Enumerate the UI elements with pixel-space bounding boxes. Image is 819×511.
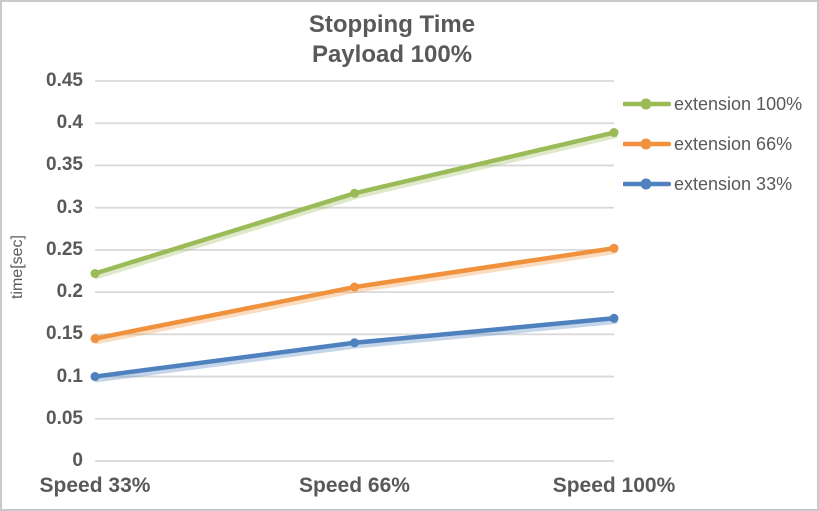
series-shadow-extension-100- — [94, 133, 618, 280]
legend-item-label: extension 100% — [674, 94, 803, 114]
data-point-marker-extension-33-[interactable] — [609, 313, 619, 323]
y-tick-label: 0.15 — [46, 323, 83, 345]
legend-line-marker-icon — [623, 138, 671, 150]
y-tick-label: 0.4 — [56, 112, 83, 134]
y-tick-label: 0.3 — [56, 196, 83, 218]
y-tick-label: 0.05 — [46, 407, 83, 429]
data-point-marker-extension-100-[interactable] — [350, 188, 359, 198]
data-point-marker-extension-66-[interactable] — [609, 243, 619, 253]
legend-item-label: extension 66% — [674, 134, 793, 154]
legend-item-extension-100-[interactable]: extension 100% — [623, 84, 802, 124]
data-point-marker-extension-66-[interactable] — [350, 282, 359, 292]
legend-item-extension-66-[interactable]: extension 66% — [623, 124, 802, 164]
y-tick-label: 0.25 — [46, 238, 83, 260]
y-tick-label: 0.1 — [56, 365, 83, 387]
data-point-marker-extension-33-[interactable] — [350, 338, 359, 348]
data-point-marker-extension-33-[interactable] — [90, 372, 100, 382]
legend-item-extension-33-[interactable]: extension 33% — [623, 164, 802, 204]
legend: extension 100% extension 66% extension 33% — [623, 84, 802, 204]
y-tick-label: 0.2 — [56, 281, 83, 303]
chart-title-line-1: Stopping Time — [308, 11, 476, 38]
y-tick-label: 0.45 — [46, 70, 83, 91]
legend-item-label: extension 33% — [674, 174, 793, 194]
data-point-marker-extension-100-[interactable] — [90, 269, 100, 279]
chart-title-line-2: Payload 100% — [311, 41, 473, 68]
series-shadow-extension-33- — [94, 319, 618, 383]
chart-title: Stopping Time Payload 100% — [2, 10, 782, 70]
data-point-marker-extension-66-[interactable] — [90, 334, 100, 344]
y-tick-label: 0.35 — [46, 154, 83, 176]
x-tick-label: Speed 100% — [552, 474, 676, 497]
y-tick-label: 0 — [72, 450, 83, 471]
x-tick-label: Speed 66% — [299, 474, 410, 497]
legend-line-marker-icon — [623, 98, 671, 110]
x-tick-label: Speed 33% — [39, 474, 151, 497]
legend-line-marker-icon — [623, 178, 671, 190]
data-point-marker-extension-100-[interactable] — [609, 128, 619, 138]
